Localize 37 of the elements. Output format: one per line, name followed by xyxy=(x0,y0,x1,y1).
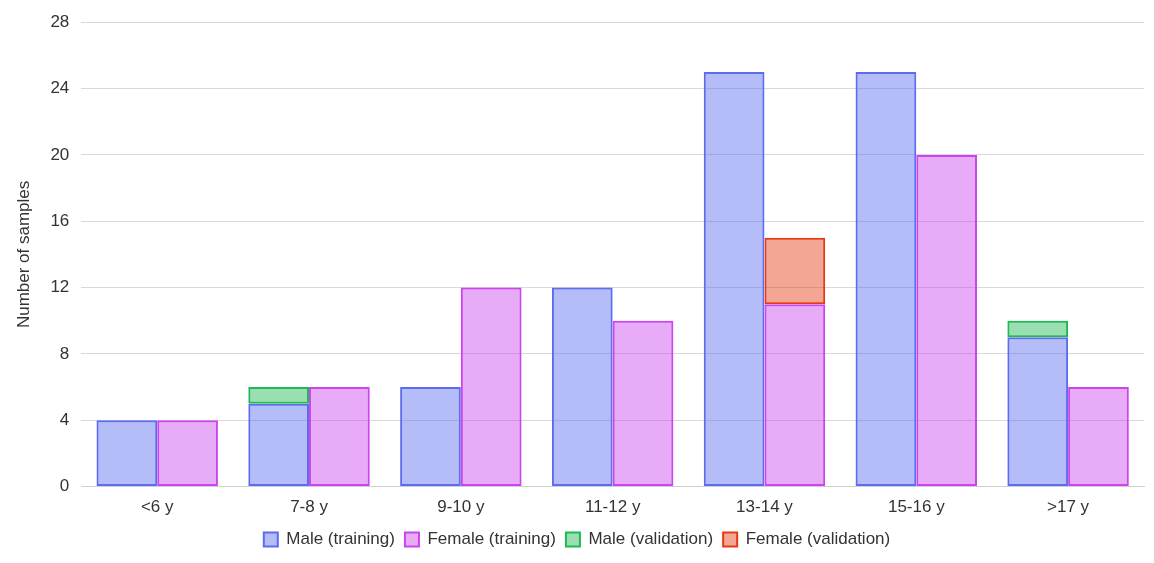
y-tick-label: 8 xyxy=(59,343,70,363)
bar xyxy=(855,71,917,487)
bar xyxy=(248,387,310,404)
y-tick-label: 28 xyxy=(50,11,70,31)
bar xyxy=(309,387,370,487)
bar xyxy=(400,387,461,487)
bar xyxy=(157,420,218,487)
bar xyxy=(1068,387,1129,487)
y-tick-label: 20 xyxy=(50,144,70,164)
x-tick-label: >17 y xyxy=(1047,497,1090,517)
y-tick-label: 16 xyxy=(50,210,70,230)
y-tick-label: 12 xyxy=(50,277,70,297)
x-tick-label: 11-12 y xyxy=(584,497,641,517)
bar xyxy=(1007,337,1069,487)
bar xyxy=(703,71,765,487)
y-axis-title: Number of samples xyxy=(13,180,33,329)
legend-label: Female (training) xyxy=(427,529,556,549)
y-tick-label: 4 xyxy=(59,409,70,429)
bar xyxy=(916,154,978,487)
x-tick-label: <6 y xyxy=(140,497,175,517)
legend-label: Female (validation) xyxy=(745,529,891,549)
x-tick-label: 9-10 y xyxy=(437,497,485,517)
x-tick-label: 15-16 y xyxy=(887,497,946,517)
bar xyxy=(248,403,310,487)
bar xyxy=(1007,320,1069,338)
x-tick-label: 7-8 y xyxy=(290,497,329,517)
legend-label: Male (training) xyxy=(286,529,395,549)
y-tick-label: 0 xyxy=(59,476,70,496)
bar xyxy=(612,320,674,487)
bar xyxy=(551,287,613,487)
bar xyxy=(96,420,158,487)
y-tick-label: 24 xyxy=(50,78,70,98)
legend-label: Male (validation) xyxy=(588,529,714,549)
x-tick-label: 13-14 y xyxy=(736,497,794,517)
bar xyxy=(764,237,826,305)
bar xyxy=(764,304,826,487)
bar xyxy=(460,287,522,487)
